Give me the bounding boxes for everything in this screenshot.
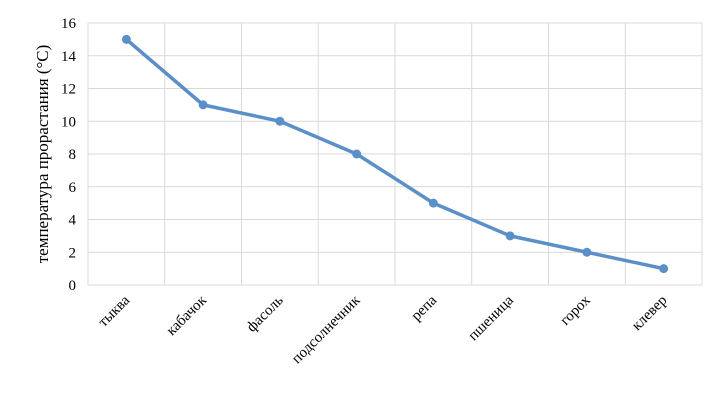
- data-point: [275, 116, 285, 126]
- data-point: [198, 100, 208, 110]
- x-tick-label: горох: [557, 292, 594, 329]
- data-point: [352, 149, 362, 159]
- y-axis-ticks: 0 2 4 6 8 10 12 14 16: [61, 16, 77, 294]
- series-group: [121, 34, 669, 274]
- x-tick-label: репа: [408, 292, 440, 324]
- y-tick-label: 0: [69, 278, 77, 294]
- y-tick-label: 10: [61, 114, 76, 130]
- x-tick-label: пшеница: [465, 292, 517, 344]
- y-tick-label: 12: [61, 82, 76, 98]
- x-tick-label: фасоль: [244, 292, 287, 335]
- x-tick-label: тыква: [95, 292, 133, 330]
- data-point: [121, 34, 131, 44]
- y-tick-label: 14: [61, 49, 77, 65]
- data-point: [428, 198, 438, 208]
- series-line: [124, 37, 666, 271]
- data-point: [659, 264, 669, 274]
- y-tick-label: 4: [69, 213, 77, 229]
- y-tick-label: 8: [69, 147, 77, 163]
- x-tick-label: подсолнечник: [289, 292, 364, 367]
- data-point: [582, 247, 592, 257]
- y-axis-label: температура прорастания (°С): [33, 45, 52, 264]
- y-tick-label: 16: [61, 16, 77, 32]
- data-point: [505, 231, 515, 241]
- x-tick-label: клевер: [629, 293, 670, 334]
- x-axis-ticks: тыква кабачок фасоль подсолнечник репа пшениц…: [95, 292, 670, 367]
- y-tick-label: 2: [69, 245, 77, 261]
- x-tick-label: кабачок: [163, 292, 210, 339]
- grid-lines: [87, 22, 703, 286]
- y-tick-label: 6: [69, 180, 77, 196]
